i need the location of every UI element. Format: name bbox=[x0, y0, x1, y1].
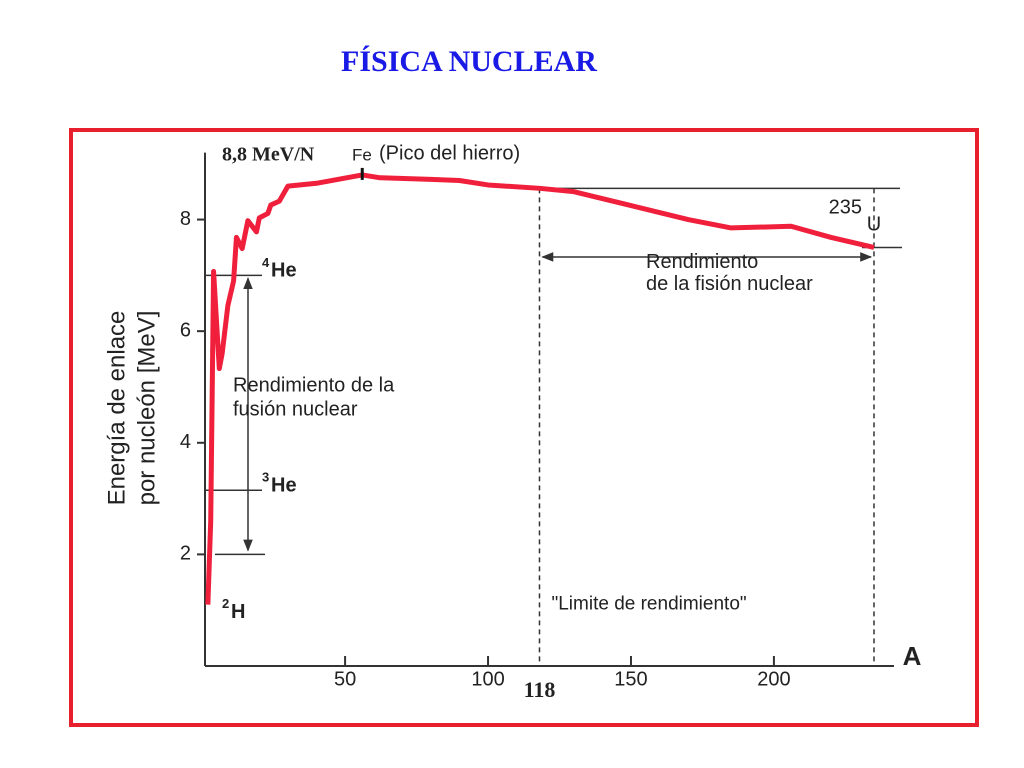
chart-frame bbox=[69, 128, 979, 727]
nuclide-symbol: He bbox=[271, 474, 297, 496]
x-tick-label: 100 bbox=[471, 668, 504, 690]
x-tick-label: 150 bbox=[614, 668, 647, 690]
uranium-symbol: U bbox=[867, 213, 881, 235]
x-tick-label: 50 bbox=[334, 668, 356, 690]
fission-label: Rendimiento bbox=[646, 251, 758, 273]
y-axis-label: por nucleón [MeV] bbox=[133, 311, 160, 506]
nuclide-mass: 4 bbox=[262, 255, 270, 270]
peak-note: (Pico del hierro) bbox=[379, 142, 520, 164]
limit-note: "Limite de rendimiento" bbox=[551, 594, 746, 615]
limit-label: 118 bbox=[524, 677, 556, 702]
x-axis-label: A bbox=[903, 641, 922, 671]
y-tick-label: 6 bbox=[180, 319, 191, 341]
nuclide-mass: 3 bbox=[262, 470, 269, 485]
fission-label: de la fisión nuclear bbox=[646, 273, 813, 295]
y-axis-label: Energía de enlace bbox=[103, 311, 130, 506]
uranium-mass: 235 bbox=[829, 197, 862, 219]
page-title: FÍSICA NUCLEAR bbox=[341, 45, 597, 78]
fusion-label: Rendimiento de la bbox=[233, 374, 395, 396]
binding-energy-curve bbox=[205, 172, 875, 605]
nuclide-symbol: H bbox=[231, 601, 245, 623]
fusion-label: fusión nuclear bbox=[233, 398, 358, 420]
y-tick-label: 8 bbox=[180, 208, 191, 230]
nuclide-mass: 2 bbox=[222, 596, 229, 611]
nuclide-symbol: He bbox=[271, 260, 297, 282]
x-tick-label: 200 bbox=[757, 668, 790, 690]
peak-element: Fe bbox=[352, 145, 372, 164]
chart: 2 4 6 8 50 100 150 200 A Energía de enlace por nuc… bbox=[103, 142, 921, 702]
peak-label: 8,8 MeV/N bbox=[222, 144, 315, 166]
y-tick-label: 4 bbox=[180, 431, 191, 453]
y-tick-label: 2 bbox=[180, 543, 191, 565]
